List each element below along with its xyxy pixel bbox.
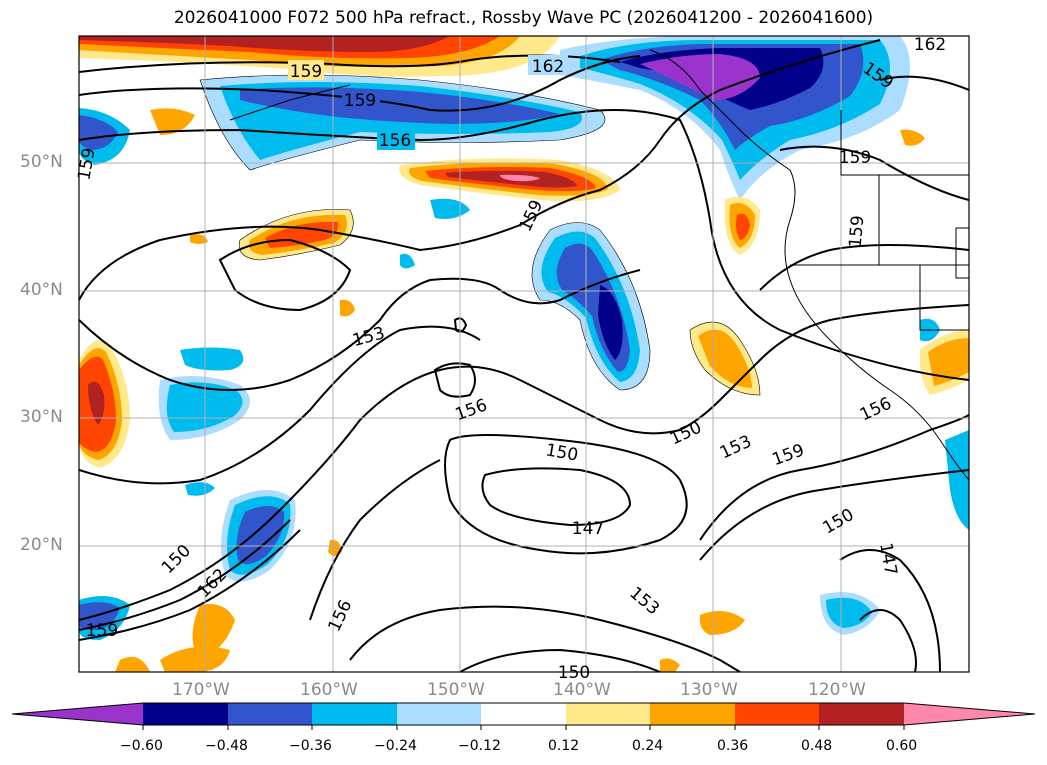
colorbar-swatch [12, 703, 143, 725]
lon-label: 120°W [808, 680, 866, 700]
colorbar-tick-label: 0.36 [717, 738, 749, 754]
colorbar [11, 702, 1036, 730]
lat-label: 30°N [20, 407, 63, 427]
colorbar-tick-label: −0.48 [205, 738, 248, 754]
lon-label: 170°W [172, 680, 230, 700]
colorbar-swatch [735, 703, 819, 725]
contour-label: 147 [572, 519, 604, 539]
colorbar-swatch [312, 703, 397, 725]
colorbar-swatch [566, 703, 650, 725]
contour-label: 159 [839, 148, 871, 168]
contour-label: 159 [290, 62, 322, 82]
colorbar-tick-label: 0.60 [886, 738, 918, 754]
colorbar-tick-label: 0.48 [801, 738, 833, 754]
lon-label: 130°W [680, 680, 738, 700]
map-title: 2026041000 F072 500 hPa refract., Rossby… [173, 8, 874, 28]
lat-label: 40°N [20, 280, 63, 300]
contour-label: 150 [558, 663, 590, 683]
colorbar-tick-label: −0.60 [120, 738, 163, 754]
contour-label: 159 [86, 621, 118, 641]
colorbar-swatch [397, 703, 481, 725]
lon-label: 150°W [427, 680, 485, 700]
colorbar-swatch [819, 703, 904, 725]
colorbar-swatch [143, 703, 228, 725]
colorbar-tick-label: 0.24 [632, 738, 664, 754]
contour-labels: 159 162 159 156 159 162 159 159 159 159 … [74, 35, 946, 683]
colorbar-tick-label: −0.36 [289, 738, 332, 754]
lon-label: 140°W [553, 680, 611, 700]
colorbar-swatch [481, 703, 566, 725]
contour-label: 162 [532, 57, 564, 77]
colorbar-tick-label: −0.24 [374, 738, 417, 754]
contour-label: 159 [846, 215, 869, 249]
contour-label: 156 [379, 131, 411, 151]
lat-label: 50°N [20, 152, 63, 172]
colorbar-swatch [904, 703, 1035, 725]
contour-label: 162 [914, 35, 946, 55]
lat-label: 20°N [20, 535, 63, 555]
contour-label: 159 [344, 91, 376, 111]
colorbar-tick-label: 0.12 [548, 738, 580, 754]
colorbar-swatch [228, 703, 312, 725]
colorbar-swatch [650, 703, 735, 725]
shaded-field [79, 36, 969, 672]
colorbar-tick-label: −0.12 [458, 738, 501, 754]
lon-label: 160°W [300, 680, 358, 700]
